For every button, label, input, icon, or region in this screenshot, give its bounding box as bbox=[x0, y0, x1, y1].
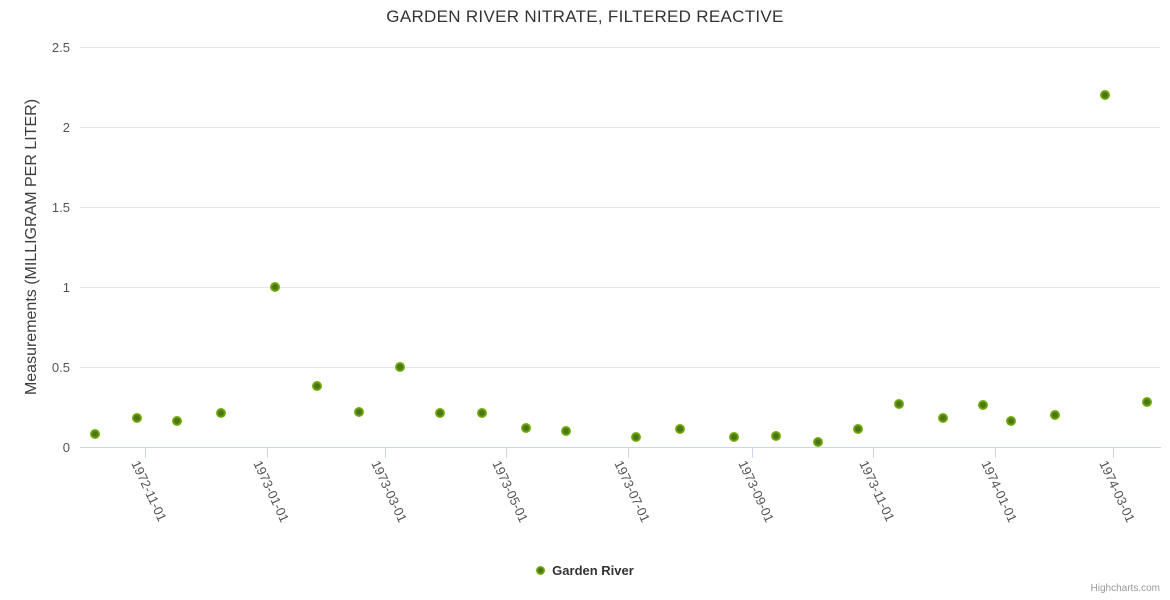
data-point[interactable] bbox=[728, 432, 739, 443]
data-point[interactable] bbox=[477, 408, 488, 419]
x-axis-tick bbox=[751, 448, 753, 458]
data-point[interactable] bbox=[1006, 416, 1017, 427]
data-point[interactable] bbox=[938, 413, 949, 424]
x-axis-tick bbox=[1113, 448, 1114, 458]
x-axis-tick bbox=[873, 448, 875, 458]
x-axis-tick bbox=[506, 448, 508, 458]
y-gridline bbox=[80, 367, 1160, 368]
y-gridline bbox=[80, 287, 1160, 288]
data-point[interactable] bbox=[1050, 410, 1061, 420]
data-point[interactable] bbox=[1100, 90, 1111, 100]
legend-label: Garden River bbox=[552, 563, 634, 578]
legend-item-garden-river[interactable]: Garden River bbox=[0, 563, 1170, 578]
chart-title: GARDEN RIVER NITRATE, FILTERED REACTIVE bbox=[386, 7, 784, 26]
data-point[interactable] bbox=[395, 362, 406, 372]
data-point[interactable] bbox=[894, 398, 905, 409]
y-axis-tick-label: 2.5 bbox=[51, 40, 70, 55]
data-point[interactable] bbox=[561, 426, 572, 436]
data-point[interactable] bbox=[978, 400, 989, 411]
x-axis-tick-label: 1974-01-01 bbox=[978, 458, 1021, 525]
data-point[interactable] bbox=[269, 282, 280, 292]
data-point[interactable] bbox=[770, 430, 781, 441]
x-axis-tick-label: 1973-03-01 bbox=[367, 458, 410, 525]
y-gridline bbox=[80, 127, 1160, 128]
x-axis-tick bbox=[266, 448, 268, 458]
y-axis-tick-label: 1 bbox=[62, 280, 70, 295]
y-axis-tick-label: 0 bbox=[62, 440, 70, 455]
x-axis-tick-label: 1973-01-01 bbox=[250, 458, 292, 525]
y-axis-tick-label: 0.5 bbox=[51, 360, 70, 375]
data-point[interactable] bbox=[630, 432, 641, 443]
y-gridline bbox=[80, 207, 1160, 208]
y-axis-tick-label: 2 bbox=[62, 120, 70, 135]
x-axis-tick bbox=[995, 448, 997, 458]
data-point[interactable] bbox=[353, 406, 364, 417]
data-point[interactable] bbox=[171, 416, 182, 427]
data-point[interactable] bbox=[132, 413, 143, 424]
x-axis-line bbox=[80, 447, 1161, 448]
x-axis-tick bbox=[145, 448, 146, 458]
x-axis-tick-label: 1973-09-01 bbox=[735, 458, 777, 525]
data-point[interactable] bbox=[215, 408, 226, 419]
x-axis-tick-label: 1974-03-01 bbox=[1096, 458, 1139, 525]
data-point[interactable] bbox=[90, 429, 101, 440]
x-axis-tick-label: 1973-05-01 bbox=[489, 458, 532, 525]
x-axis-tick-label: 1972-11-01 bbox=[128, 458, 170, 524]
x-axis-tick-label: 1973-11-01 bbox=[856, 458, 899, 524]
x-axis-tick-label: 1973-07-01 bbox=[611, 458, 654, 525]
data-point[interactable] bbox=[311, 381, 322, 392]
data-point[interactable] bbox=[852, 424, 863, 435]
data-point[interactable] bbox=[521, 422, 532, 433]
highcharts-credits-link[interactable]: Highcharts.com bbox=[1090, 583, 1160, 594]
y-axis-tick-label: 1.5 bbox=[51, 200, 70, 215]
y-gridline bbox=[80, 47, 1160, 48]
data-point[interactable] bbox=[812, 437, 823, 448]
legend-marker-icon bbox=[536, 566, 546, 575]
x-axis-tick bbox=[384, 448, 386, 458]
x-axis-tick bbox=[628, 448, 629, 458]
data-point[interactable] bbox=[1141, 397, 1152, 408]
data-point[interactable] bbox=[435, 408, 446, 419]
data-point[interactable] bbox=[674, 424, 685, 435]
